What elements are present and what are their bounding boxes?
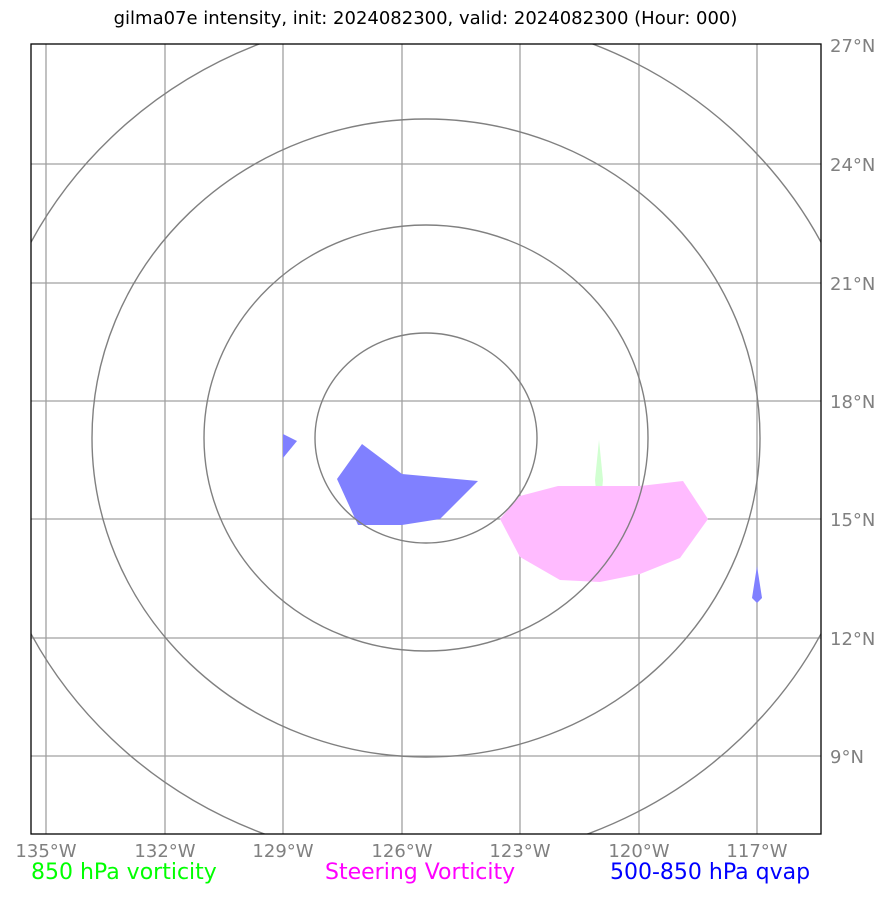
legend-qvap: 500-850 hPa qvap xyxy=(610,860,811,885)
lat-label: 18°N xyxy=(830,392,875,413)
lon-label: 129°W xyxy=(252,841,313,862)
range-ring-4 xyxy=(31,44,821,834)
legend-steering-vorticity: Steering Vorticity xyxy=(325,860,516,885)
lat-label: 9°N xyxy=(830,747,864,768)
graticule xyxy=(31,44,821,834)
range-ring-2 xyxy=(203,224,649,652)
steering-vorticity-region xyxy=(500,481,708,582)
lat-label: 27°N xyxy=(830,36,875,57)
qvap-region-west xyxy=(283,434,297,458)
plot-frame xyxy=(30,43,822,835)
lat-label: 21°N xyxy=(830,274,875,295)
qvap-region-main xyxy=(337,444,478,525)
legend-850-vorticity: 850 hPa vorticity xyxy=(31,860,217,885)
lon-label: 120°W xyxy=(608,841,669,862)
lat-label: 15°N xyxy=(830,510,875,531)
qvap-region-east xyxy=(752,566,762,603)
range-ring-3 xyxy=(91,118,761,758)
map-title: gilma07e intensity, init: 2024082300, va… xyxy=(113,8,738,29)
lon-label: 126°W xyxy=(371,841,432,862)
vorticity-850-region xyxy=(595,440,603,521)
lon-label: 123°W xyxy=(489,841,550,862)
lon-label: 117°W xyxy=(726,841,787,862)
range-ring-1 xyxy=(314,332,538,544)
lon-label: 132°W xyxy=(134,841,195,862)
lon-label: 135°W xyxy=(15,841,76,862)
range-rings xyxy=(31,44,821,834)
lat-label: 24°N xyxy=(830,155,875,176)
lat-label: 12°N xyxy=(830,629,875,650)
